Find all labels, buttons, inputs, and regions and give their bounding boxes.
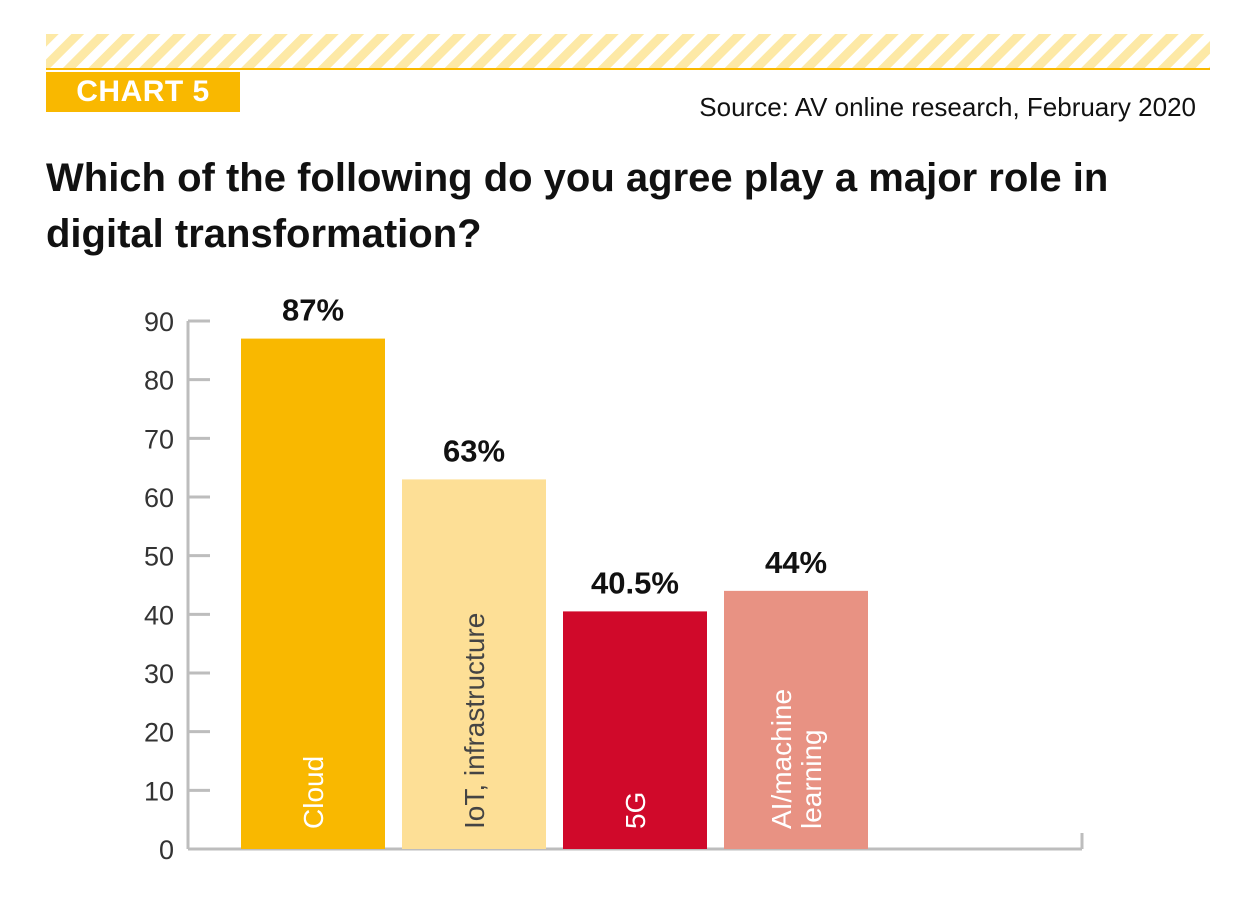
y-tick-label: 30 <box>144 659 174 689</box>
category-label-1: Cloud <box>298 756 329 829</box>
category-label-4: AI/machine learning <box>766 689 827 829</box>
bar-3 <box>563 611 707 849</box>
chart-data-labels: 87% Cloud 63% IoT, infrastructure 40.5% 5G 44%… <box>282 293 827 829</box>
category-label-line: Cloud <box>298 756 329 829</box>
y-tick-label: 40 <box>144 600 174 630</box>
category-label-3: 5G <box>620 792 651 829</box>
y-tick-label: 70 <box>144 424 174 454</box>
category-label-line: AI/machine <box>766 689 797 829</box>
data-label-2: 63% <box>443 433 505 468</box>
y-tick-label: 50 <box>144 542 174 572</box>
chart-title: Which of the following do you agree play… <box>46 156 1109 256</box>
bar-2 <box>402 479 546 849</box>
source-note: Source: AV online research, February 202… <box>699 92 1196 122</box>
y-tick-label: 90 <box>144 307 174 337</box>
y-tick-label: 80 <box>144 366 174 396</box>
y-tick-label: 60 <box>144 483 174 513</box>
y-tick-label: 10 <box>144 776 174 806</box>
data-label-4: 44% <box>765 545 827 580</box>
category-label-2: IoT, infrastructure <box>459 613 490 829</box>
data-label-3: 40.5% <box>591 565 679 600</box>
y-tick-label: 20 <box>144 718 174 748</box>
chart-axes: 0 10 20 30 40 50 60 70 80 90 <box>144 307 1084 865</box>
category-label-line: 5G <box>620 792 651 829</box>
category-label-line: learning <box>796 729 827 829</box>
bar-4 <box>724 590 868 849</box>
bar-1 <box>241 338 385 849</box>
y-tick-label: 0 <box>159 835 174 865</box>
chart-bars <box>241 338 868 849</box>
data-label-1: 87% <box>282 293 344 328</box>
header-stripe <box>46 34 1210 70</box>
chart-number-label: CHART 5 <box>46 72 240 112</box>
category-label-line: IoT, infrastructure <box>459 613 490 829</box>
